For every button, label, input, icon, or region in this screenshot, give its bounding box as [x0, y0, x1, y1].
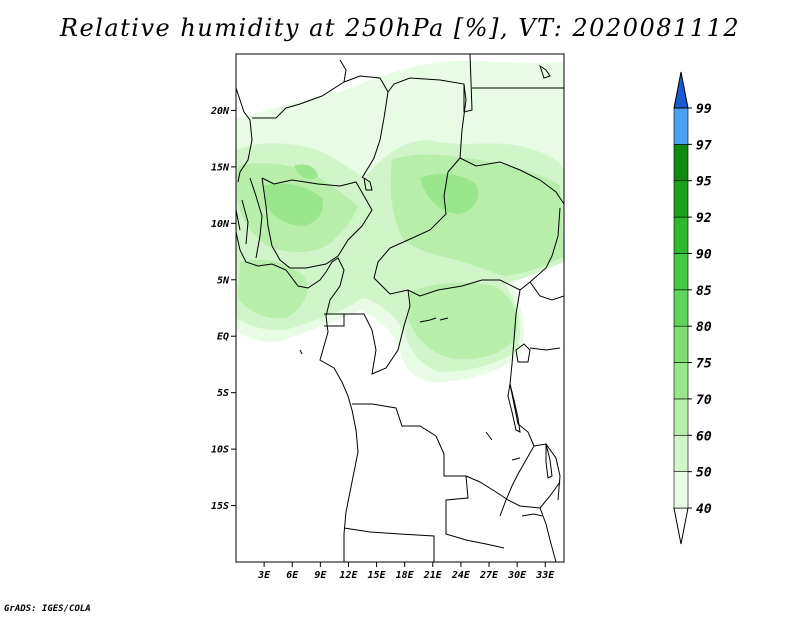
colorbar-level-label: 85: [696, 284, 712, 299]
lon-tick-label: 21E: [423, 570, 443, 581]
colorbar-band: [673, 362, 689, 400]
border-niger-chad: [373, 77, 467, 279]
border-drc-east: [499, 289, 535, 517]
coastline-west-africa: [236, 87, 359, 562]
colorbar-band: [673, 289, 689, 327]
lat-tick-label: 10S: [211, 445, 229, 456]
colorbar-level-label: 92: [696, 211, 712, 226]
colorbar-level-label: 75: [696, 357, 712, 372]
lat-tick-label: 15N: [211, 162, 230, 173]
lon-tick-label: 12E: [339, 570, 358, 581]
colorbar-level-label: 60: [696, 429, 712, 444]
lat-tick-label: 20N: [210, 106, 230, 117]
colorbar-legend: 40 50 60 70 75 80 85 90 92 95 97 99: [673, 71, 712, 545]
longitude-axis: 3E 6E 9E 12E 15E 18E 21E 24E 27E 30E 33E: [257, 562, 555, 581]
colorbar-level-label: 40: [696, 502, 712, 517]
lake-tanganyika: [507, 383, 521, 433]
colorbar-high-arrow: [673, 71, 689, 109]
colorbar-band: [673, 471, 689, 509]
colorbar-band: [673, 180, 689, 218]
lon-tick-label: 30E: [507, 570, 527, 581]
border-congo-drc: [324, 289, 411, 375]
lon-tick-label: 33E: [535, 570, 555, 581]
border-east-africa: [529, 281, 564, 501]
colorbar-low-arrow: [673, 507, 689, 545]
lon-tick-label: 9E: [314, 570, 327, 581]
colorbar-band: [673, 398, 689, 436]
country-borders: [236, 54, 564, 562]
lon-tick-label: 3E: [257, 570, 271, 581]
colorbar-level-label: 95: [696, 175, 712, 190]
border-car-sudan: [373, 157, 564, 297]
colorbar-level-label: 70: [696, 393, 712, 408]
lat-tick-label: 5S: [217, 388, 229, 399]
colorbar-level-label: 97: [696, 138, 712, 153]
river-misc: [299, 317, 543, 517]
lon-tick-label: 6E: [286, 570, 299, 581]
border-mali-niger: [343, 75, 389, 179]
border-zambia-mozambique: [465, 475, 561, 562]
lat-tick-label: EQ: [217, 332, 229, 343]
colorbar-band: [673, 107, 689, 145]
lat-tick-label: 5N: [217, 275, 230, 286]
border-angola: [352, 403, 505, 549]
colorbar-band: [673, 434, 689, 472]
latitude-axis: 20N 15N 10N 5N EQ 5S 10S 15S: [210, 106, 236, 512]
lat-tick-label: 10N: [211, 219, 230, 230]
border-libya-egypt: [463, 54, 564, 113]
lon-tick-label: 18E: [396, 570, 415, 581]
border-mauritania-mali: [252, 59, 347, 119]
colorbar-level-label: 99: [696, 102, 712, 117]
border-nigeria: [261, 177, 373, 269]
lat-tick-label: 15S: [211, 501, 229, 512]
grads-credit: GrADS: IGES/COLA: [4, 604, 91, 614]
chart-title: Relative humidity at 250hPa [%], VT: 202…: [59, 14, 741, 42]
humidity-region-70: [264, 164, 478, 226]
colorbar-level-label: 80: [696, 320, 712, 335]
lake-victoria: [515, 343, 531, 363]
lake-nasser: [539, 64, 551, 79]
lon-tick-label: 24E: [451, 570, 471, 581]
humidity-shading: [236, 60, 564, 383]
lon-tick-label: 15E: [368, 570, 387, 581]
colorbar-band: [673, 216, 689, 254]
lon-tick-label: 27E: [479, 570, 499, 581]
colorbar-level-label: 50: [696, 466, 712, 481]
colorbar-band: [673, 253, 689, 291]
colorbar-level-label: 90: [696, 247, 712, 262]
lake-chad: [363, 176, 373, 191]
lake-malawi: [545, 443, 553, 479]
border-west-states: [236, 177, 263, 259]
colorbar-band: [673, 144, 689, 182]
border-namibia: [343, 527, 435, 562]
map-frame: [235, 53, 565, 563]
colorbar-band: [673, 325, 689, 363]
